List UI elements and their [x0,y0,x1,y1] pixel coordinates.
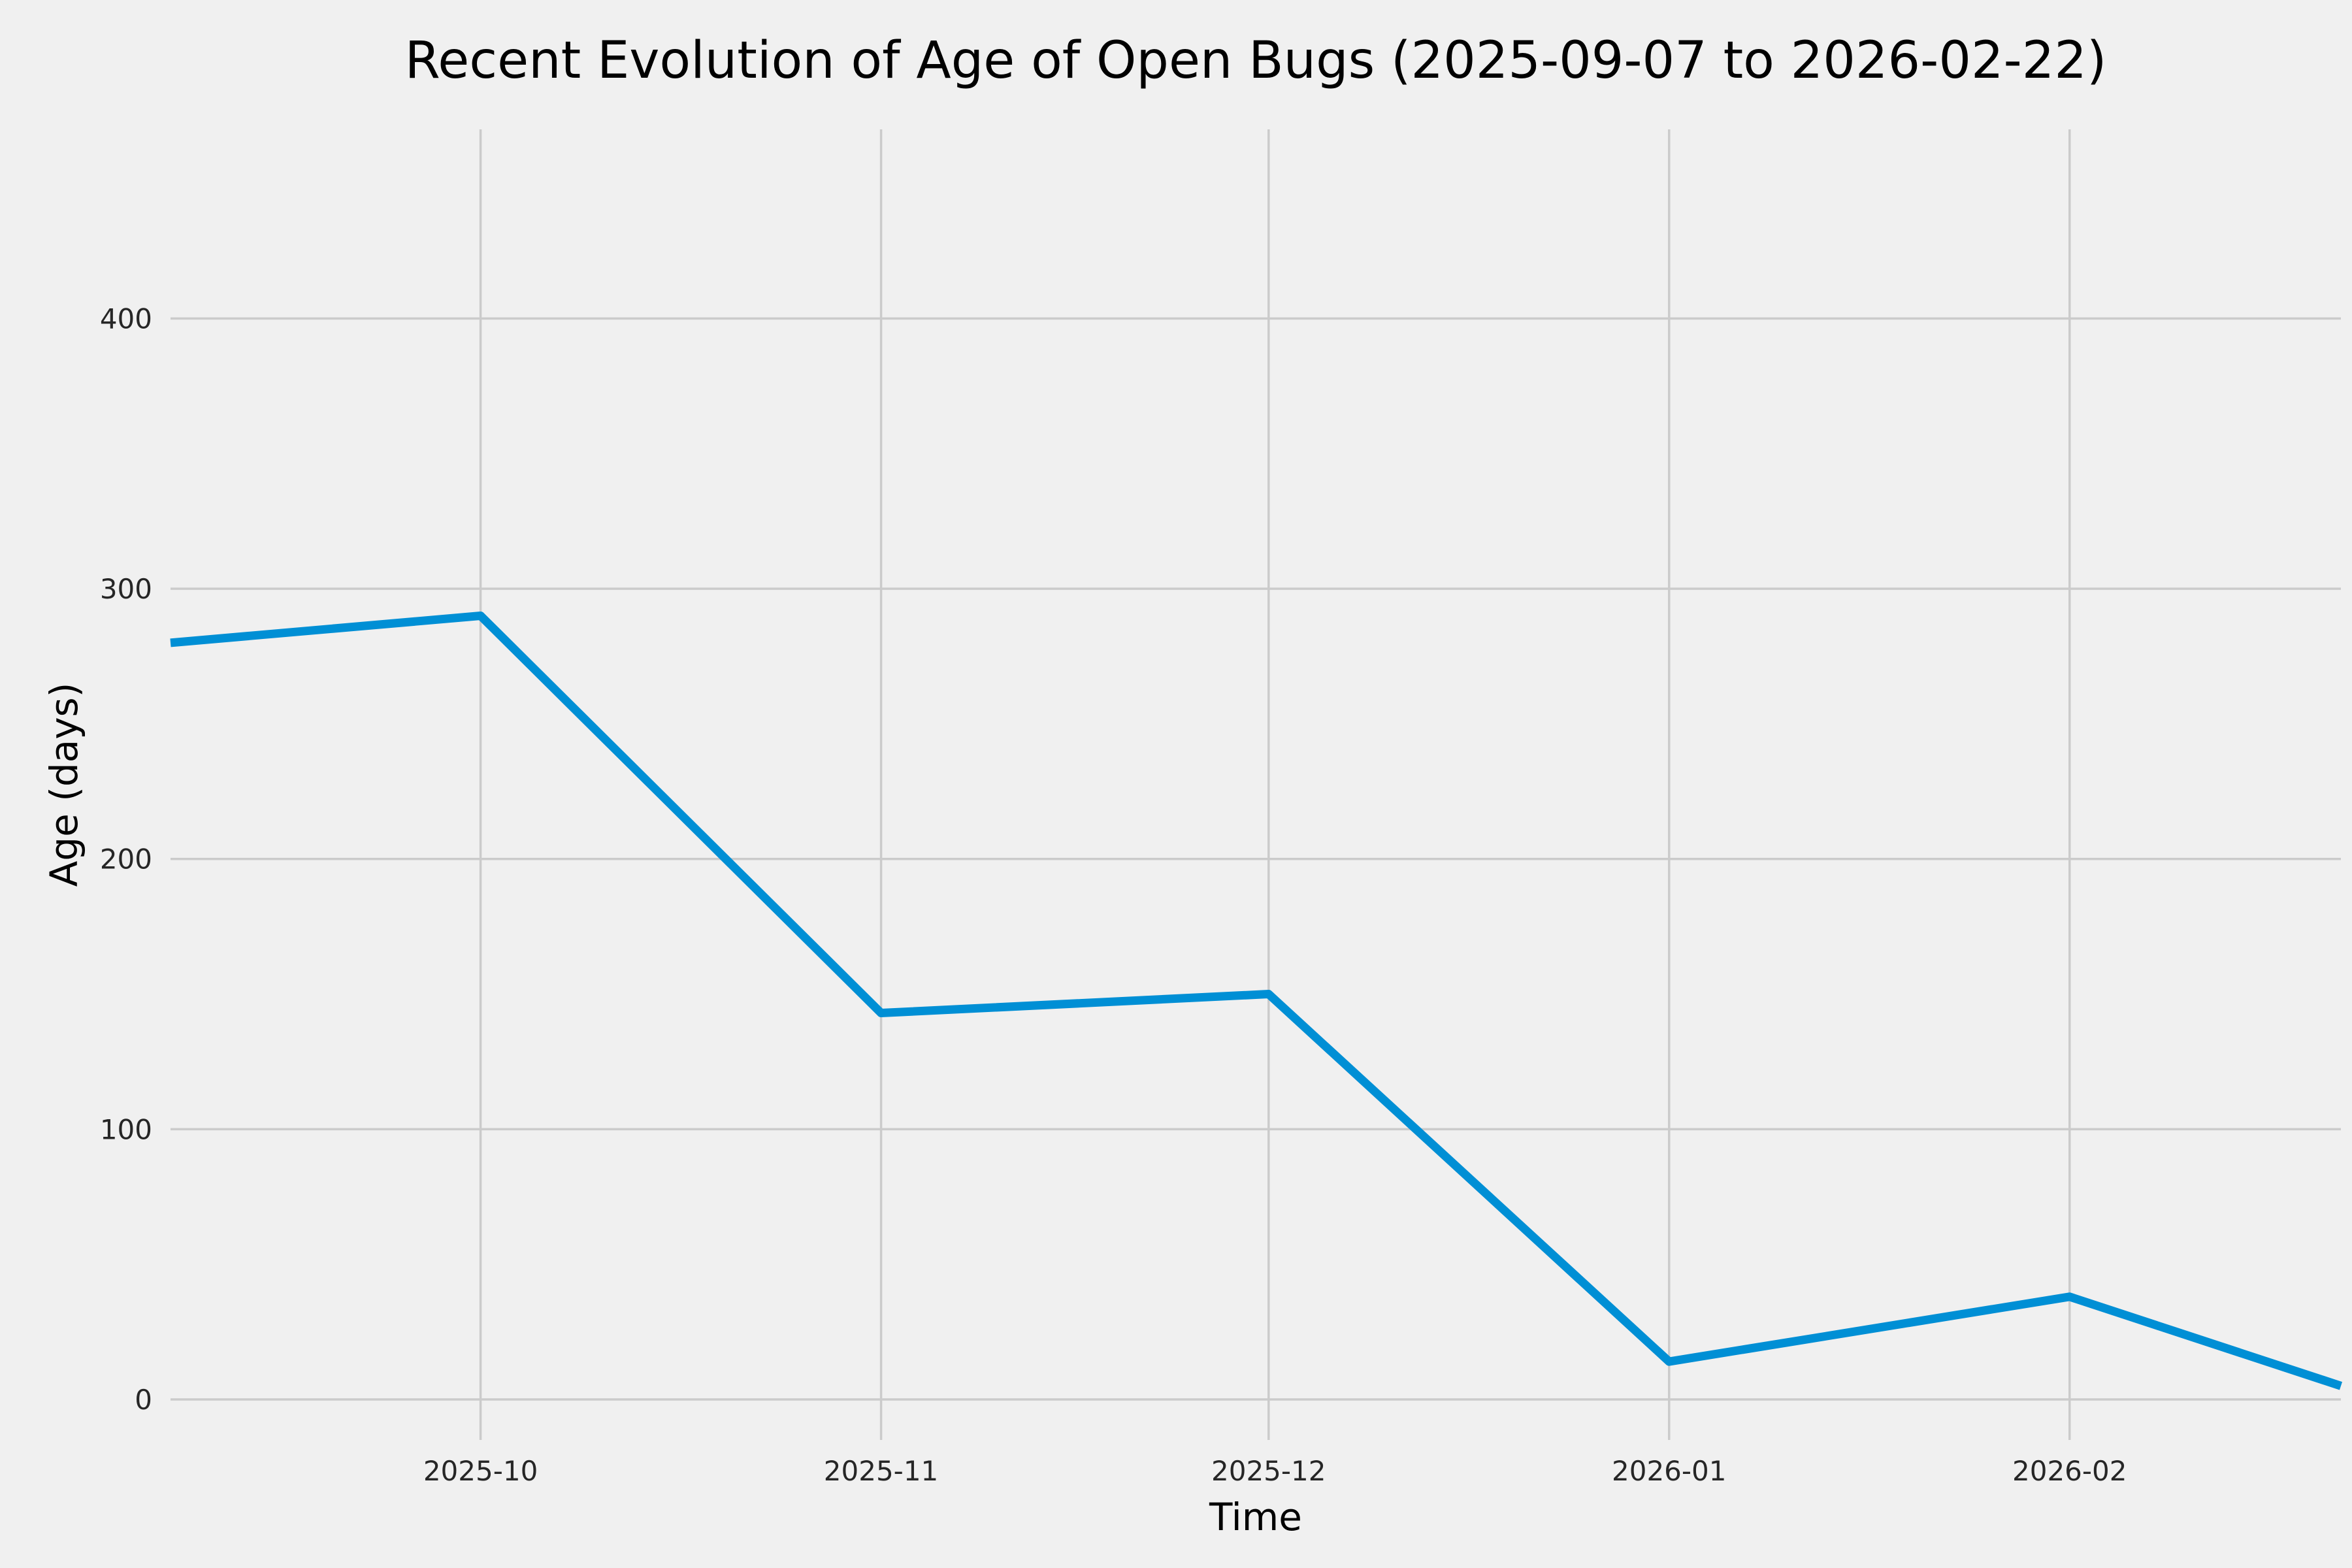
x-tick-label: 2026-02 [2012,1455,2127,1487]
grid-layer [171,129,2341,1440]
y-tick-label: 300 [100,573,152,605]
x-tick-label: 2025-11 [824,1455,939,1487]
y-tick-label: 0 [135,1384,152,1416]
tick-layer: 2025-10 2025-11 2025-12 2026-01 2026-02 0 100 2… [100,303,2127,1487]
y-tick-label: 200 [100,843,152,875]
x-tick-label: 2026-01 [1612,1455,1727,1487]
x-tick-label: 2025-10 [423,1455,538,1487]
chart-title: Recent Evolution of Age of Open Bugs (20… [404,31,2107,90]
x-axis-label: Time [1209,1495,1302,1539]
series-layer [170,611,2343,1390]
y-axis-label: Age (days) [42,682,86,887]
y-tick-label: 400 [100,303,152,335]
data-line [170,611,2343,1390]
x-tick-label: 2025-12 [1211,1455,1326,1487]
y-tick-label: 100 [100,1113,152,1145]
